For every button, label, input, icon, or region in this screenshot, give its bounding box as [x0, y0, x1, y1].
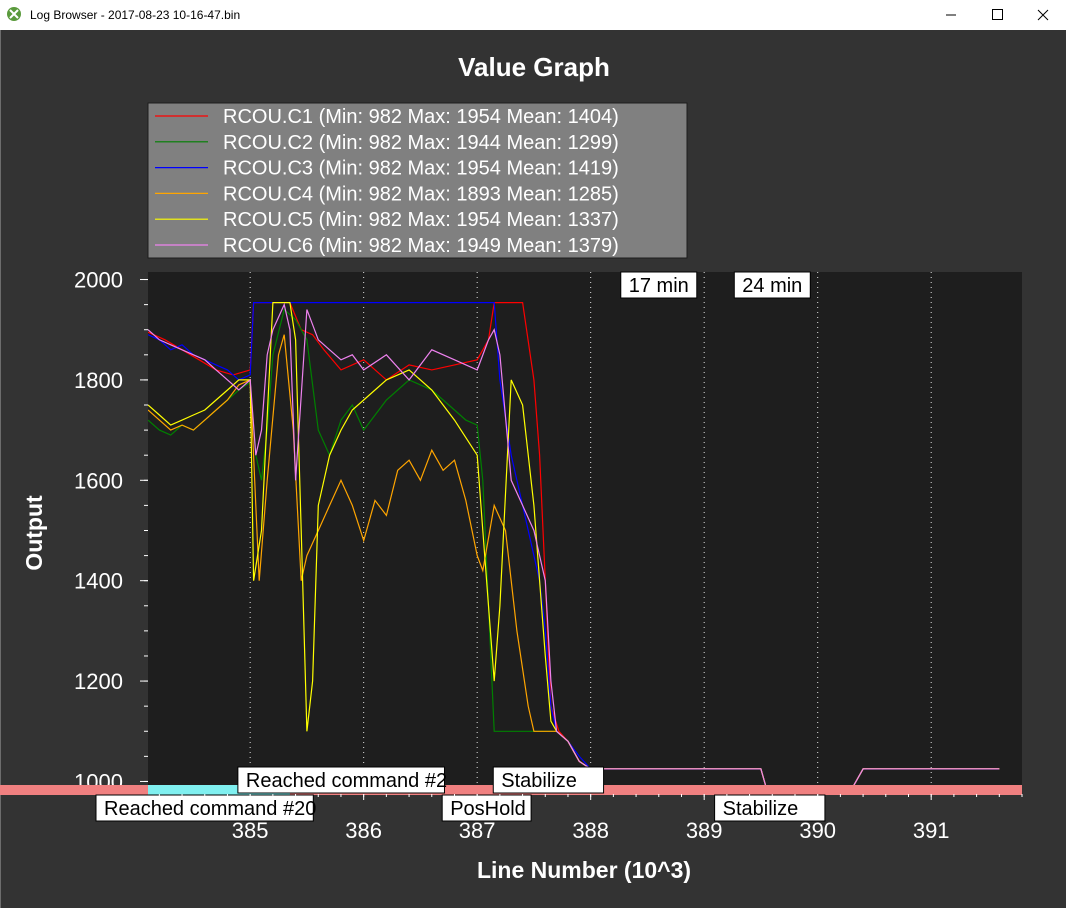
close-button[interactable] — [1020, 0, 1066, 30]
time-marker-box — [620, 271, 698, 299]
x-axis-label: Line Number (10^3) — [477, 857, 691, 883]
legend-label: RCOU.C5 (Min: 982 Max: 1954 Mean: 1337) — [223, 209, 619, 231]
legend-label: RCOU.C3 (Min: 982 Max: 1954 Mean: 1419) — [223, 158, 619, 180]
y-axis-label: Output — [21, 495, 47, 571]
legend-box — [147, 102, 688, 259]
legend-label: RCOU.C1 (Min: 982 Max: 1954 Mean: 1404) — [223, 106, 619, 128]
time-marker-box — [733, 271, 811, 299]
chart-title: Value Graph — [458, 52, 610, 82]
x-tick-label: 390 — [799, 818, 836, 843]
legend-entry[interactable]: RCOU.C6 (Min: 982 Max: 1949 Mean: 1379) — [155, 235, 619, 257]
mode-event-text: Stabilize — [501, 770, 577, 792]
x-tick-label: 387 — [459, 818, 496, 843]
y-tick-label: 1200 — [74, 669, 123, 694]
close-icon — [1037, 9, 1049, 21]
y-tick-label: 2000 — [74, 268, 123, 293]
legend-label: RCOU.C6 (Min: 982 Max: 1949 Mean: 1379) — [223, 235, 619, 257]
series-line-rcou-c6 — [148, 302, 1000, 790]
mode-event-label: Reached command #20 — [95, 794, 316, 822]
legend-label: RCOU.C4 (Min: 982 Max: 1893 Mean: 1285) — [223, 183, 619, 205]
mode-event-box — [95, 794, 314, 822]
maximize-button[interactable] — [974, 0, 1020, 30]
legend-label: RCOU.C2 (Min: 982 Max: 1944 Mean: 1299) — [223, 132, 619, 154]
time-marker: 24 min — [733, 271, 811, 299]
y-tick-label: 1400 — [74, 569, 123, 594]
legend-entry[interactable]: RCOU.C1 (Min: 982 Max: 1954 Mean: 1404) — [155, 106, 619, 128]
time-markers: 17 min 24 min — [620, 271, 811, 299]
mode-event-label: Stabilize — [492, 766, 605, 794]
mode-bar: Reached command #20 Reached command #2Pos… — [0, 766, 1022, 822]
mode-bar-highlight — [148, 785, 290, 795]
mode-event-box — [441, 794, 532, 822]
mode-event-label: Reached command #2 — [237, 766, 447, 794]
x-tick-label: 391 — [913, 818, 950, 843]
legend-entry[interactable]: RCOU.C4 (Min: 982 Max: 1893 Mean: 1285) — [155, 183, 619, 205]
x-tick-label: 385 — [232, 818, 269, 843]
mode-event-text: Reached command #2 — [246, 770, 447, 792]
minimize-button[interactable] — [928, 0, 974, 30]
series-lines — [148, 302, 1000, 790]
time-marker-text: 24 min — [742, 275, 802, 297]
plot-area[interactable] — [148, 272, 1022, 794]
mode-event-box — [714, 794, 826, 822]
x-tick-label: 389 — [686, 818, 723, 843]
legend-entry[interactable]: RCOU.C2 (Min: 982 Max: 1944 Mean: 1299) — [155, 132, 619, 154]
window-titlebar[interactable]: Log Browser - 2017-08-23 10-16-47.bin — [0, 0, 1066, 30]
time-marker-text: 17 min — [629, 275, 689, 297]
time-marker: 17 min — [620, 271, 698, 299]
y-tick-label: 1800 — [74, 368, 123, 393]
grid-lines — [249, 272, 932, 794]
mode-event-label: Stabilize — [714, 794, 826, 822]
legend-entry[interactable]: RCOU.C3 (Min: 982 Max: 1954 Mean: 1419) — [155, 158, 619, 180]
app-logo-icon — [7, 7, 21, 21]
mode-event-box — [492, 766, 605, 794]
legend-entry[interactable]: RCOU.C5 (Min: 982 Max: 1954 Mean: 1337) — [155, 209, 619, 231]
y-tick-label: 1600 — [74, 468, 123, 493]
window-title: Log Browser - 2017-08-23 10-16-47.bin — [30, 8, 241, 22]
legend[interactable]: RCOU.C1 (Min: 982 Max: 1954 Mean: 1404) R… — [147, 102, 688, 259]
mode-event-label: PosHold — [441, 794, 532, 822]
mode-event-box — [237, 766, 445, 794]
mode-event-text: Reached command #20 — [104, 798, 316, 820]
maximize-icon — [992, 9, 1003, 20]
x-tick-label: 388 — [572, 818, 609, 843]
x-tick-label: 386 — [345, 818, 382, 843]
mode-event-text: Stabilize — [723, 798, 799, 820]
minimize-icon — [946, 14, 956, 16]
x-axis: 385 386 387 388 389 390 391 — [158, 794, 1023, 843]
mode-event-text: PosHold — [450, 798, 526, 820]
